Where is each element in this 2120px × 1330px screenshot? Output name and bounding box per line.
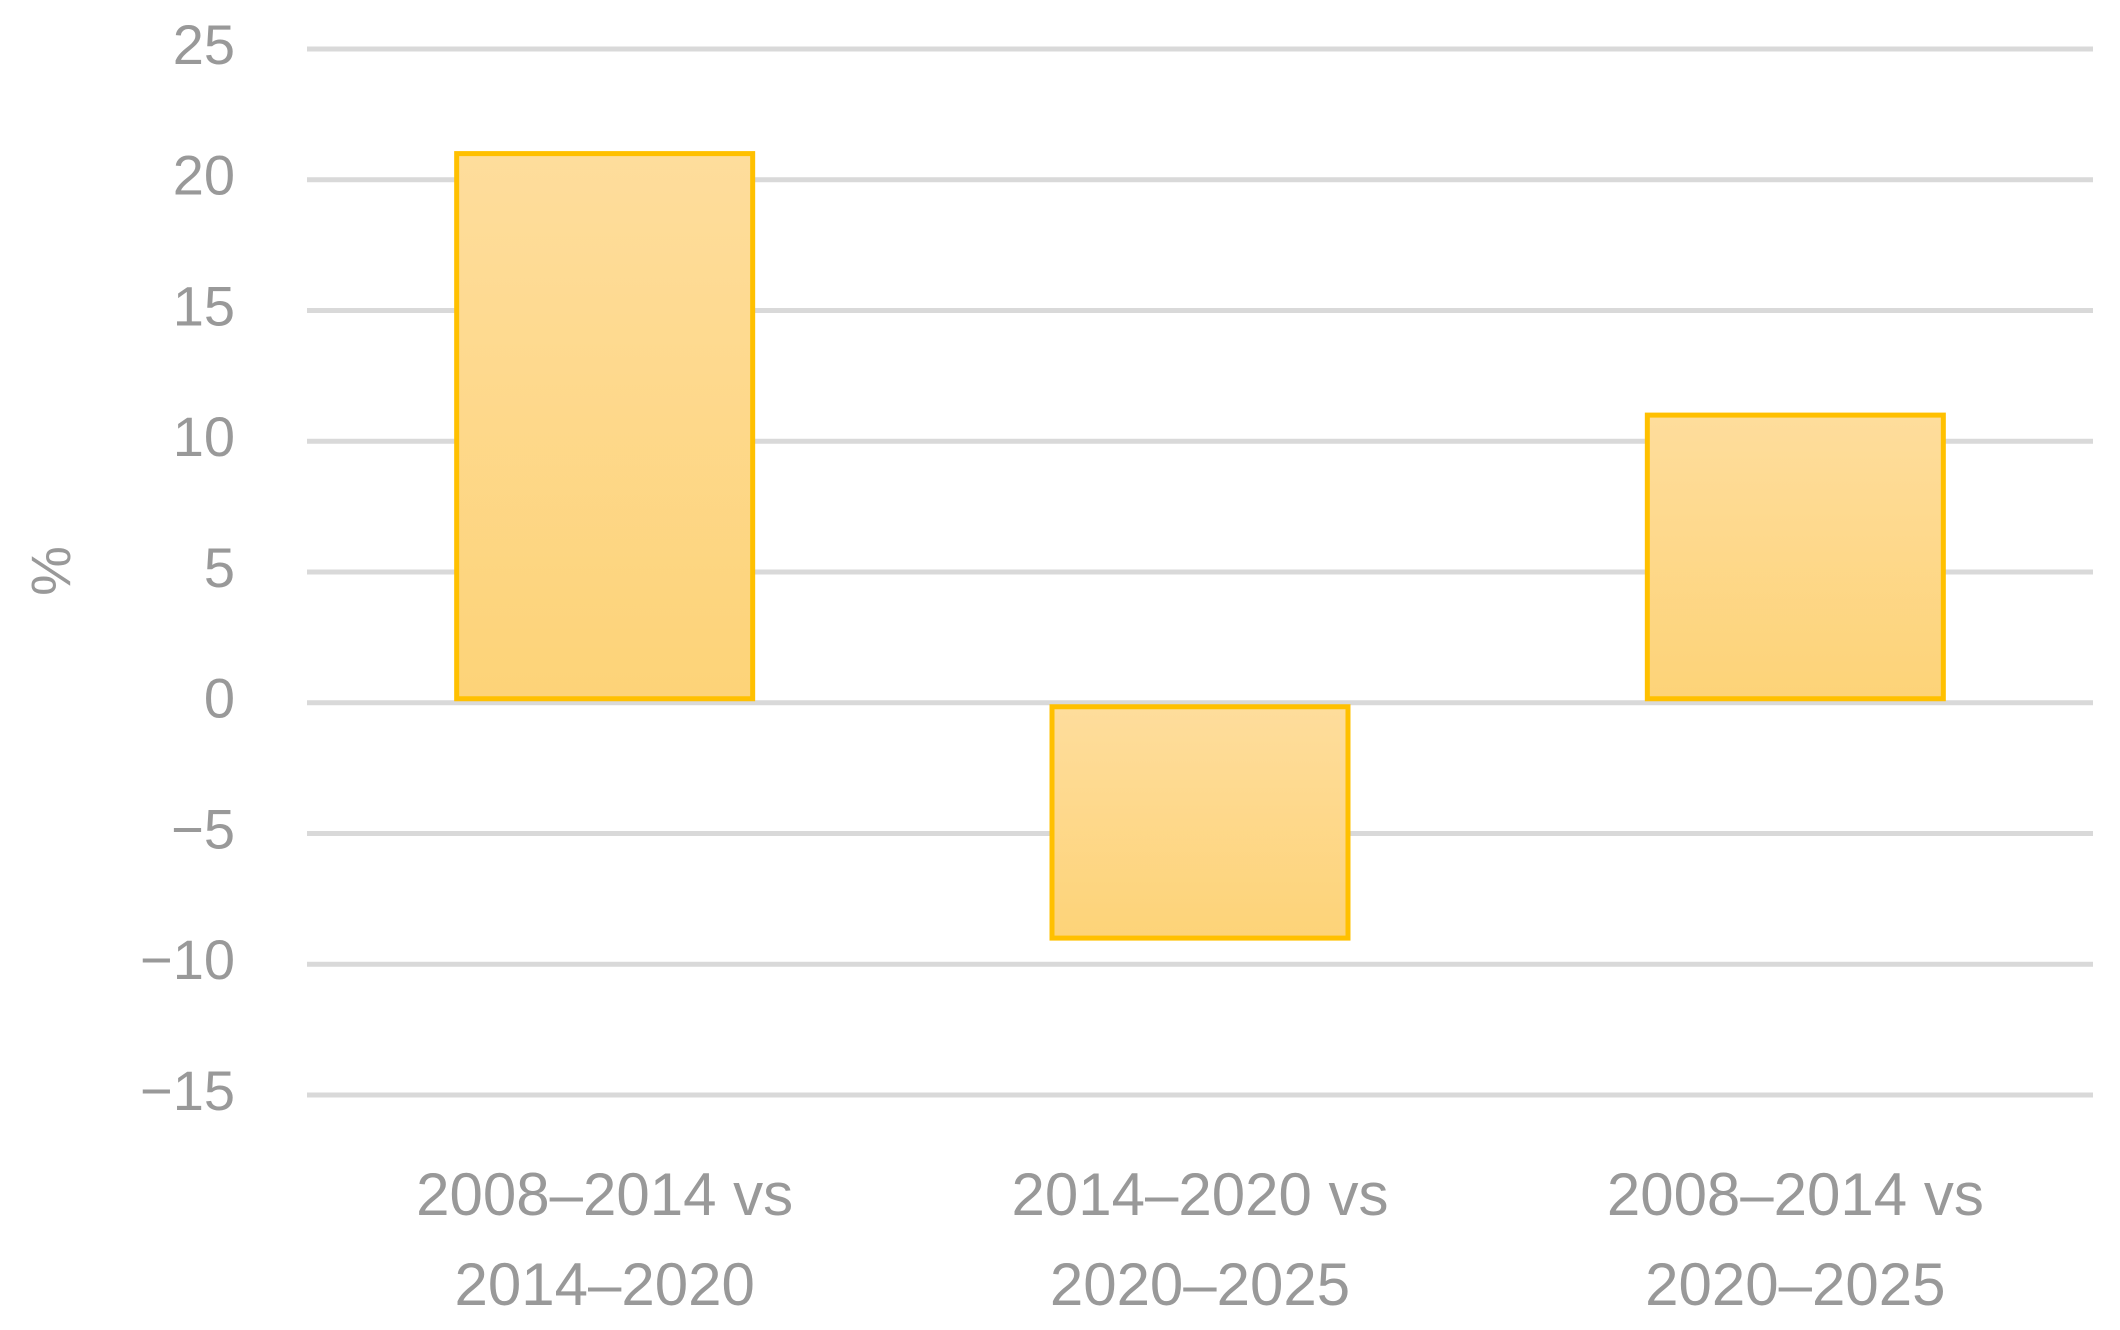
y-tick-label: 25 <box>173 13 235 76</box>
y-tick-label: −5 <box>171 797 235 860</box>
y-tick-label: −15 <box>140 1059 235 1122</box>
bar <box>1644 412 1946 702</box>
x-tick-label: 2014–2020 vs 2020–2025 <box>1011 1161 1389 1318</box>
y-tick-label: −10 <box>140 928 235 991</box>
y-tick-label: 10 <box>173 405 235 468</box>
y-tick-label: 5 <box>204 536 235 599</box>
y-axis-label: % <box>19 546 82 596</box>
y-tick-label: 15 <box>173 274 235 337</box>
bar <box>454 151 756 702</box>
y-tick-label: 0 <box>204 667 235 730</box>
y-tick-label: 20 <box>173 144 235 207</box>
x-tick-label: 2008–2014 vs 2020–2025 <box>1606 1161 1984 1318</box>
bar <box>1049 704 1351 941</box>
x-tick-label: 2008–2014 vs 2014–2020 <box>416 1161 794 1318</box>
